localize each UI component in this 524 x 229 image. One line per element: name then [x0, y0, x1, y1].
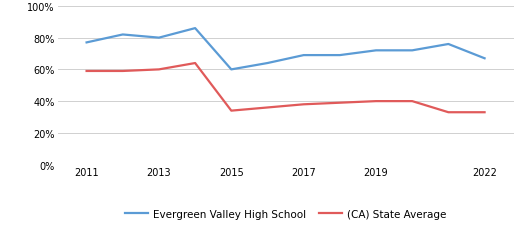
- Line: Evergreen Valley High School: Evergreen Valley High School: [86, 29, 485, 70]
- (CA) State Average: [482, 111, 488, 114]
- Evergreen Valley High School: [445, 44, 452, 46]
- Evergreen Valley High School: [373, 50, 379, 52]
- (CA) State Average: [409, 100, 416, 103]
- (CA) State Average: [119, 70, 126, 73]
- (CA) State Average: [228, 110, 234, 112]
- (CA) State Average: [264, 107, 270, 109]
- (CA) State Average: [337, 102, 343, 105]
- Evergreen Valley High School: [482, 58, 488, 60]
- (CA) State Average: [156, 69, 162, 71]
- Evergreen Valley High School: [156, 37, 162, 40]
- Evergreen Valley High School: [119, 34, 126, 37]
- Line: (CA) State Average: (CA) State Average: [86, 64, 485, 113]
- (CA) State Average: [373, 100, 379, 103]
- Evergreen Valley High School: [301, 55, 307, 57]
- (CA) State Average: [192, 62, 198, 65]
- (CA) State Average: [83, 70, 90, 73]
- Evergreen Valley High School: [192, 28, 198, 30]
- Evergreen Valley High School: [409, 50, 416, 52]
- Evergreen Valley High School: [337, 55, 343, 57]
- (CA) State Average: [445, 111, 452, 114]
- Evergreen Valley High School: [228, 69, 234, 71]
- Evergreen Valley High School: [83, 42, 90, 45]
- (CA) State Average: [301, 104, 307, 106]
- Legend: Evergreen Valley High School, (CA) State Average: Evergreen Valley High School, (CA) State…: [121, 205, 450, 223]
- Evergreen Valley High School: [264, 62, 270, 65]
